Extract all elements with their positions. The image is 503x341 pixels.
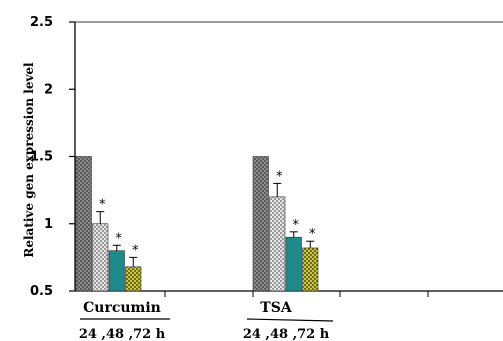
bar-curcumin-3	[125, 266, 142, 292]
significance-star: *	[116, 231, 123, 246]
category-label-1: TSA	[260, 300, 293, 316]
bar-tsa-0	[252, 156, 269, 292]
category-sublabel-0: 24 ,48 ,72 h	[79, 327, 166, 341]
bar-tsa-1	[269, 196, 286, 292]
y-axis-label: Relative gen expression level	[22, 62, 36, 258]
significance-star: *	[309, 227, 316, 242]
significance-star: *	[132, 243, 139, 258]
bar-tsa-3	[302, 247, 319, 292]
bar-tsa-2	[285, 236, 302, 292]
category-label-0: Curcumin	[83, 300, 161, 316]
bars-layer: * * * * * *	[75, 156, 319, 292]
significance-star: *	[293, 218, 300, 233]
y-tick-label: 2	[44, 82, 53, 97]
significance-star: *	[99, 198, 106, 213]
category-sublabel-1: 24 ,48 ,72 h	[243, 327, 330, 341]
y-tick-label: 1	[44, 217, 53, 232]
bar-curcumin-2	[108, 250, 125, 292]
significance-star: *	[276, 169, 283, 184]
y-tick-label: 0.5	[30, 284, 53, 299]
bar-curcumin-1	[92, 223, 109, 292]
category-labels: Curcumin 24 ,48 ,72 h TSA 24 ,48 ,72 h	[79, 300, 334, 341]
y-tick-label: 2.5	[30, 15, 53, 30]
y-axis-ticks: 0.5 1 1.5 2 2.5	[30, 15, 75, 299]
y-tick-label: 1.5	[30, 150, 53, 165]
bar-curcumin-0	[75, 156, 92, 292]
category-underline-1	[246, 318, 334, 322]
